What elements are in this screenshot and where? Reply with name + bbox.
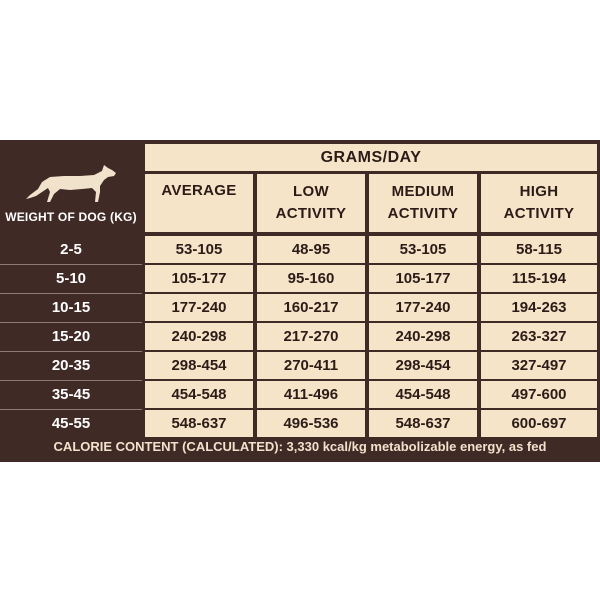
table-cell: 105-177: [145, 265, 253, 292]
table-cell: 497-600: [481, 381, 597, 408]
column-header-line2: ACTIVITY: [503, 205, 575, 222]
table-cell: 95-160: [257, 265, 365, 292]
table-cell: 160-217: [257, 294, 365, 321]
column-header-line2: ACTIVITY: [387, 205, 459, 222]
table-cell: 53-105: [369, 236, 477, 263]
row-weight: 45-55: [51, 415, 91, 432]
table-cell: 548-637: [369, 410, 477, 437]
row-divider: [0, 351, 142, 352]
row-divider: [0, 380, 142, 381]
weight-of-dog-label: WEIGHT OF DOG (KG): [5, 210, 137, 224]
table-cell: 115-194: [481, 265, 597, 292]
row-weight: 20-35: [51, 357, 91, 374]
table-cell: 177-240: [145, 294, 253, 321]
column-header-line1: LOW: [293, 183, 329, 200]
row-weight: 2-5: [60, 241, 82, 258]
column-header-low-activity: LOW ACTIVITY: [257, 174, 365, 232]
dog-silhouette-icon: [26, 165, 116, 202]
table-cell: 263-327: [481, 323, 597, 350]
table-cell: 240-298: [145, 323, 253, 350]
column-header-line1: AVERAGE: [161, 182, 237, 199]
row-divider: [0, 409, 142, 410]
calorie-content-note: CALORIE CONTENT (CALCULATED): 3,330 kcal…: [53, 438, 547, 454]
table-cell: 270-411: [257, 352, 365, 379]
table-cell: 600-697: [481, 410, 597, 437]
row-divider: [0, 264, 142, 265]
table-cell: 194-263: [481, 294, 597, 321]
grams-per-day-header: GRAMS/DAY: [145, 144, 597, 171]
table-cell: 53-105: [145, 236, 253, 263]
table-cell: 177-240: [369, 294, 477, 321]
column-header-high-activity: HIGH ACTIVITY: [481, 174, 597, 232]
column-header-line1: HIGH: [519, 183, 559, 200]
table-cell: 327-497: [481, 352, 597, 379]
table-cell: 496-536: [257, 410, 365, 437]
column-header-line1: MEDIUM: [391, 183, 455, 200]
row-weight: 10-15: [51, 299, 91, 316]
row-weight: 15-20: [51, 328, 91, 345]
table-cell: 548-637: [145, 410, 253, 437]
table-cell: 411-496: [257, 381, 365, 408]
row-divider: [0, 322, 142, 323]
column-header-medium-activity: MEDIUM ACTIVITY: [369, 174, 477, 232]
table-cell: 454-548: [145, 381, 253, 408]
table-cell: 454-548: [369, 381, 477, 408]
row-divider: [0, 293, 142, 294]
column-header-line2: ACTIVITY: [275, 205, 347, 222]
row-weight: 5-10: [55, 270, 87, 287]
table-cell: 217-270: [257, 323, 365, 350]
table-cell: 298-454: [145, 352, 253, 379]
column-header-average: AVERAGE: [145, 174, 253, 232]
table-cell: 105-177: [369, 265, 477, 292]
table-cell: 48-95: [257, 236, 365, 263]
row-weight: 35-45: [51, 386, 91, 403]
table-cell: 298-454: [369, 352, 477, 379]
table-cell: 240-298: [369, 323, 477, 350]
table-cell: 58-115: [481, 236, 597, 263]
